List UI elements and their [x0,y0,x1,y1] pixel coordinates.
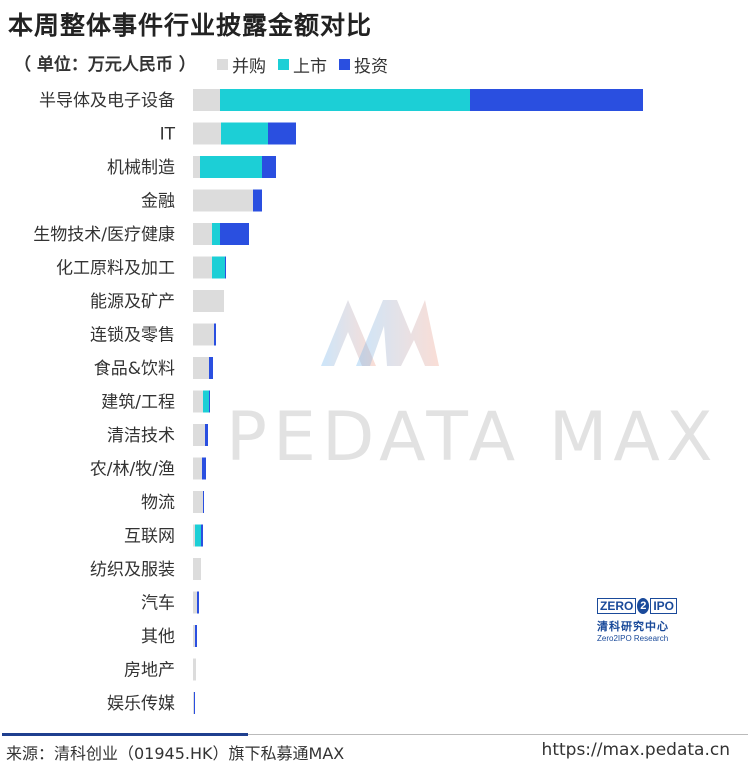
category-label: 房地产 [124,661,175,681]
unit-label: （ 单位：万元人民币 ） [14,55,196,75]
bar-listing [195,524,201,547]
bar-investment [225,256,226,279]
bar-listing [200,156,262,178]
bar-merger [193,457,202,480]
watermark-text: PEDATA MAX [226,398,719,477]
bar-investment [202,457,206,480]
bar-investment [214,323,216,346]
legend-swatch-merger [217,58,228,70]
bar-investment [268,122,296,145]
category-label: 娱乐传媒 [107,694,175,714]
bar-merger [193,591,197,614]
category-label: 其他 [141,627,175,647]
footer-url: https://max.pedata.cn [541,740,730,760]
bar-merger [193,558,201,580]
category-label: IT [160,125,176,145]
bar-merger [193,357,209,379]
bar-investment [262,156,276,178]
bar-merger [193,89,220,111]
footer-accent-line [2,733,248,736]
bar-investment [201,524,203,547]
bar-merger [193,524,195,547]
bar-investment [209,390,210,413]
bar-merger [193,692,194,714]
bar-merger [193,424,205,446]
bar-listing [221,122,268,145]
bar-merger [193,323,214,346]
category-label: 纺织及服装 [90,560,175,580]
legend-label-merger: 并购 [232,56,266,77]
bar-merger [193,156,200,178]
brand-name-cn: 清科研究中心 [597,620,669,633]
legend-swatch-investment [339,58,350,70]
footer-source: 来源：清科创业（01945.HK）旗下私募通MAX [6,744,345,763]
brand-logo: ZERO 2 IPO 清科研究中心 Zero2IPO Research [597,598,677,643]
brand-two-text: 2 [637,598,650,614]
legend-item-investment: 投资 [339,52,388,77]
bar-merger [193,390,203,413]
category-label: 建筑/工程 [101,393,175,413]
bar-listing [220,89,470,111]
bar-merger [193,256,212,279]
category-label: 物流 [141,493,175,513]
bar-investment [195,625,197,647]
category-label: 互联网 [124,527,175,547]
bar-merger [193,491,203,513]
category-label: 金融 [141,192,175,212]
brand-name-en: Zero2IPO Research [597,634,669,643]
chart-title: 本周整体事件行业披露金额对比 [8,11,373,40]
chart-legend: 并购 上市 投资 [217,52,400,77]
brand-ipo-text: IPO [650,598,677,614]
bar-listing [203,390,209,413]
legend-label-investment: 投资 [354,56,388,77]
category-label: 能源及矿产 [90,292,175,312]
legend-item-merger: 并购 [217,52,266,77]
category-label: 汽车 [141,594,175,614]
bar-listing [212,223,220,245]
bar-investment [194,692,195,714]
bar-investment [220,223,249,245]
legend-swatch-listing [278,58,289,70]
bar-merger [193,223,212,245]
bar-merger [193,625,195,647]
bar-listing [212,256,225,279]
stacked-bar-chart: 半导体及电子设备 IT 机械制造金融生物技术/医疗健康化工原料及加工能源及矿产连锁及… [33,89,643,714]
bar-merger [193,290,224,312]
watermark-logo [321,300,439,366]
bar-investment [253,189,262,212]
bar-investment [203,491,204,513]
category-label: 清洁技术 [107,426,175,446]
category-label: 连锁及零售 [90,326,175,346]
category-label: 生物技术/医疗健康 [33,225,175,245]
bar-investment [209,357,213,379]
category-label: 半导体及电子设备 [39,91,175,111]
footer-divider [2,734,748,735]
brand-logo-mark: ZERO 2 IPO [597,598,677,614]
category-label: 农/林/牧/渔 [90,460,175,480]
bar-investment [470,89,643,111]
category-label: 食品&饮料 [94,359,175,379]
category-label: 化工原料及加工 [56,259,175,279]
legend-item-listing: 上市 [278,52,327,77]
bar-investment [205,424,208,446]
category-label: 机械制造 [107,158,175,178]
bar-merger [193,189,253,212]
legend-label-listing: 上市 [293,56,327,77]
bar-merger [193,122,221,145]
brand-zero-text: ZERO [597,598,637,614]
bar-merger [193,658,196,681]
bar-investment [197,591,199,614]
